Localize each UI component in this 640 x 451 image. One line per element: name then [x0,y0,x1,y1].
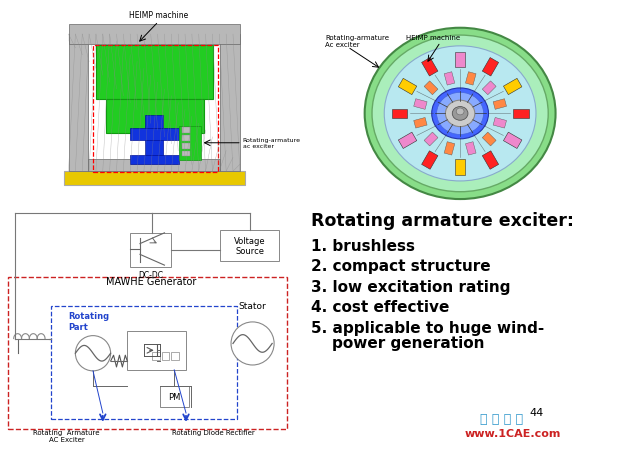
Text: 5. applicable to huge wind-: 5. applicable to huge wind- [311,320,545,335]
Text: Rotating armature exciter:: Rotating armature exciter: [311,212,574,230]
FancyBboxPatch shape [179,127,201,161]
Text: 2. compact structure: 2. compact structure [311,259,491,274]
FancyBboxPatch shape [182,128,190,133]
Ellipse shape [445,101,475,127]
Ellipse shape [365,29,556,200]
FancyBboxPatch shape [444,73,455,86]
Ellipse shape [384,47,536,182]
Circle shape [76,336,111,371]
FancyBboxPatch shape [424,82,438,96]
FancyBboxPatch shape [422,59,438,77]
Text: 1. brushless: 1. brushless [311,238,415,253]
Text: Rotating Diode Rectifier: Rotating Diode Rectifier [172,428,255,435]
Text: power generation: power generation [311,335,485,350]
Ellipse shape [452,107,468,121]
Text: DC-DC: DC-DC [138,271,163,280]
FancyBboxPatch shape [182,136,190,142]
Text: Rotating  Armature
AC Exciter: Rotating Armature AC Exciter [33,428,100,442]
FancyBboxPatch shape [96,46,213,100]
FancyBboxPatch shape [504,79,522,96]
Ellipse shape [436,93,484,135]
FancyBboxPatch shape [182,143,190,149]
FancyBboxPatch shape [398,79,417,96]
FancyBboxPatch shape [483,82,496,96]
Text: 仿 真 在 线: 仿 真 在 线 [480,412,523,425]
Text: HEIMP machine: HEIMP machine [406,35,460,41]
FancyBboxPatch shape [130,155,179,165]
Text: Ac exciter: Ac exciter [325,42,360,48]
Text: Rotating-armature: Rotating-armature [325,35,389,41]
FancyBboxPatch shape [465,73,476,86]
FancyBboxPatch shape [422,152,438,170]
FancyBboxPatch shape [392,109,407,119]
FancyBboxPatch shape [63,172,244,185]
FancyBboxPatch shape [220,230,279,262]
FancyBboxPatch shape [493,100,506,110]
FancyBboxPatch shape [220,35,240,172]
Text: 3. low excitation rating: 3. low excitation rating [311,279,511,294]
FancyBboxPatch shape [68,25,240,45]
Ellipse shape [432,89,488,139]
FancyBboxPatch shape [504,133,522,149]
Text: Stator: Stator [239,302,266,311]
FancyBboxPatch shape [465,143,476,156]
Text: 44: 44 [529,407,543,417]
FancyBboxPatch shape [455,160,465,176]
FancyBboxPatch shape [493,118,506,129]
Text: www.1CAE.com: www.1CAE.com [465,428,561,438]
FancyBboxPatch shape [130,129,179,141]
FancyBboxPatch shape [513,109,529,119]
FancyBboxPatch shape [483,152,499,170]
Text: PM: PM [168,392,180,401]
FancyBboxPatch shape [455,53,465,68]
FancyBboxPatch shape [145,116,163,160]
FancyBboxPatch shape [444,143,455,156]
FancyBboxPatch shape [130,233,172,267]
FancyBboxPatch shape [159,386,189,407]
FancyBboxPatch shape [398,133,417,149]
Circle shape [231,322,274,365]
Text: HEIMP machine: HEIMP machine [129,11,188,20]
FancyBboxPatch shape [424,133,438,147]
FancyBboxPatch shape [483,133,496,147]
Text: Rotating-armature
ac exciter: Rotating-armature ac exciter [243,138,301,149]
FancyBboxPatch shape [413,118,427,129]
FancyBboxPatch shape [127,331,186,370]
Text: Voltage
Source: Voltage Source [234,236,266,256]
FancyBboxPatch shape [68,35,88,172]
FancyBboxPatch shape [182,151,190,157]
Text: 4. cost effective: 4. cost effective [311,300,450,315]
Ellipse shape [456,109,464,115]
FancyBboxPatch shape [483,59,499,77]
FancyBboxPatch shape [88,160,220,172]
FancyBboxPatch shape [106,100,204,133]
Ellipse shape [372,36,548,192]
FancyBboxPatch shape [413,100,427,110]
Text: Rotating
Part: Rotating Part [68,312,109,331]
Text: MAWHE Generator: MAWHE Generator [106,276,196,286]
